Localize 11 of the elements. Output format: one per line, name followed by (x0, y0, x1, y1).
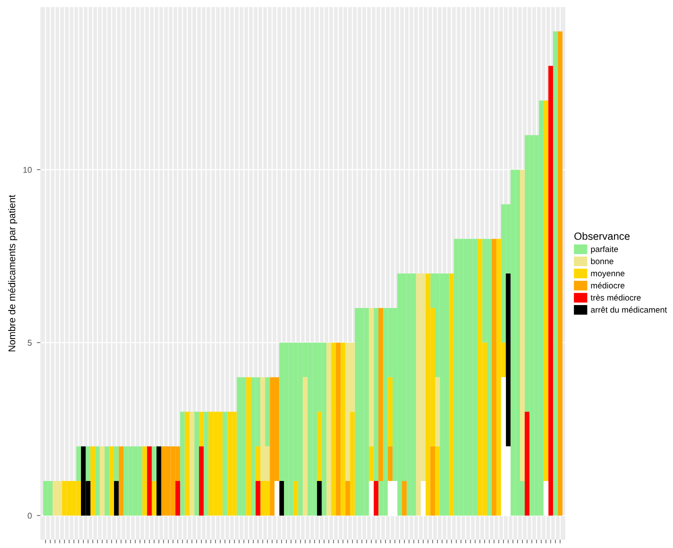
legend-label: moyenne (591, 272, 624, 278)
legend-label: arrêt du médicament (590, 306, 667, 313)
legend-title: Observance (574, 232, 630, 240)
y-tick-label: 10 (23, 166, 32, 173)
legend-label: bonne (591, 258, 614, 264)
y-tick-label: 0 (28, 512, 32, 519)
legend-label: médiocre (591, 282, 624, 288)
y-tick-label: 5 (28, 340, 32, 346)
y-axis-title: Nombre de médicaments par patient (8, 194, 18, 352)
legend-label: très médiocre (590, 294, 641, 301)
legend-label: parfaite (591, 246, 618, 254)
